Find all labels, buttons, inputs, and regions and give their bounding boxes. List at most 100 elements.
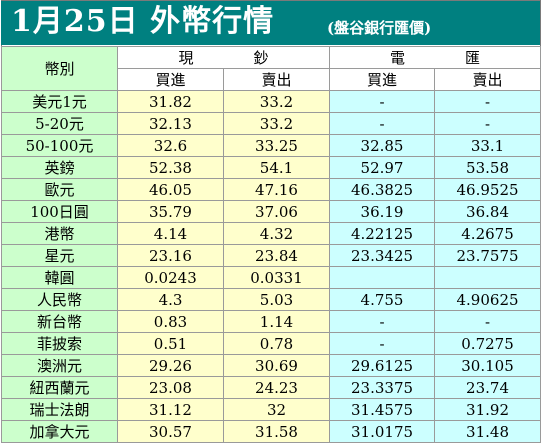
table-row: 100日圓 35.79 37.06 36.19 36.84 [1,200,542,223]
transfer-buy-value: 31.4575 [329,398,436,421]
cash-buy-value: 46.05 [117,178,224,201]
cash-sell-value: 37.06 [222,200,331,223]
cash-buy-value: 32.13 [117,112,224,135]
transfer-sell-value: 4.90625 [434,288,542,311]
transfer-group-header: 電匯 [329,46,542,69]
cash-buy-header: 買進 [117,68,224,91]
table-row: 人民幣 4.3 5.03 4.755 4.90625 [1,288,542,311]
table-row: 瑞士法朗 31.12 32 31.4575 31.92 [1,398,542,421]
cash-sell-value: 0.78 [222,332,331,355]
cash-sell-value: 33.2 [222,112,331,135]
cash-sell-value: 5.03 [222,288,331,311]
cash-buy-value: 4.14 [117,222,224,245]
currency-name: 人民幣 [1,288,118,311]
currency-name: 新台幣 [1,310,118,333]
transfer-buy-value: 29.6125 [329,354,436,377]
transfer-sell-value: 23.74 [434,376,542,399]
table-row: 澳洲元 29.26 30.69 29.6125 30.105 [1,354,542,377]
cash-buy-value: 31.12 [117,398,224,421]
page-subtitle: (盤谷銀行匯價) [327,19,432,37]
cash-sell-value: 47.16 [222,178,331,201]
cash-buy-value: 32.6 [117,134,224,157]
cash-sell-value: 23.84 [222,244,331,267]
exchange-rate-table: 幣別 現鈔 電匯 買進 賣出 買進 賣出 美元1元 31.82 33.2- -5-20… [1,46,542,443]
transfer-sell-value: 33.1 [434,134,542,157]
transfer-buy-value: 4.755 [329,288,436,311]
transfer-buy-value [329,266,436,289]
cash-buy-value: 29.26 [117,354,224,377]
table-row: 50-100元 32.6 33.25 32.85 33.1 [1,134,542,157]
currency-name: 星元 [1,244,118,267]
cash-sell-value: 30.69 [222,354,331,377]
transfer-buy-value: 23.3375 [329,376,436,399]
cash-sell-value: 33.25 [222,134,331,157]
cash-buy-value: 23.16 [117,244,224,267]
transfer-sell-value [434,266,542,289]
transfer-sell-value: 53.58 [434,156,542,179]
cash-sell-value: 24.23 [222,376,331,399]
table-row: 加拿大元 30.57 31.58 31.0175 31.48 [1,420,542,443]
transfer-buy-value: 31.0175 [329,420,436,443]
header-row-groups: 幣別 現鈔 電匯 [1,46,542,91]
table-row: 5-20元 32.13 33.2- - [1,112,542,135]
currency-name: 100日圓 [1,200,118,223]
currency-name: 50-100元 [1,134,118,157]
cash-sell-value: 54.1 [222,156,331,179]
transfer-buy-header: 買進 [329,68,436,91]
cash-buy-value: 30.57 [117,420,224,443]
currency-name: 加拿大元 [1,420,118,443]
transfer-sell-value: 31.48 [434,420,542,443]
transfer-sell-value: 0.7275 [434,332,542,355]
transfer-sell-value: 4.2675 [434,222,542,245]
cash-sell-value: 0.0331 [222,266,331,289]
currency-column-header: 幣別 [1,46,118,91]
transfer-buy-value: 32.85 [329,134,436,157]
currency-name: 紐西蘭元 [1,376,118,399]
table-row: 港幣 4.14 4.32 4.22125 4.2675 [1,222,542,245]
table-row: 新台幣 0.83 1.14- - [1,310,542,333]
cash-sell-value: 32 [222,398,331,421]
cash-buy-value: 35.79 [117,200,224,223]
transfer-buy-value: 46.3825 [329,178,436,201]
currency-name: 港幣 [1,222,118,245]
cash-group-header: 現鈔 [116,46,331,69]
currency-name: 英鎊 [1,156,118,179]
transfer-sell-header: 賣出 [434,68,542,91]
cash-buy-value: 0.83 [117,310,224,333]
transfer-buy-value: 4.22125 [329,222,436,245]
transfer-buy-value: - [329,90,436,113]
transfer-buy-value: 36.19 [329,200,436,223]
table-row: 星元 23.16 23.84 23.3425 23.7575 [1,244,542,267]
transfer-sell-value: 46.9525 [434,178,542,201]
cash-sell-value: 1.14 [222,310,331,333]
cash-buy-value: 31.82 [117,90,224,113]
cash-sell-value: 33.2 [222,90,331,113]
cash-buy-value: 0.0243 [117,266,224,289]
transfer-buy-value: 52.97 [329,156,436,179]
table-row: 韓圓 0.0243 0.0331 [1,266,542,289]
transfer-buy-value: 23.3425 [329,244,436,267]
currency-name: 歐元 [1,178,118,201]
currency-name: 韓圓 [1,266,118,289]
table-row: 英鎊 52.38 54.1 52.97 53.58 [1,156,542,179]
transfer-sell-value: - [434,90,542,113]
cash-buy-value: 23.08 [117,376,224,399]
currency-name: 美元1元 [1,90,118,113]
table-row: 美元1元 31.82 33.2- - [1,90,542,113]
cash-sell-value: 4.32 [222,222,331,245]
currency-name: 澳洲元 [1,354,118,377]
transfer-sell-value: 30.105 [434,354,542,377]
cash-buy-value: 0.51 [117,332,224,355]
title-bar: 1月25日 外幣行情 (盤谷銀行匯價) [1,1,540,45]
transfer-sell-value: 36.84 [434,200,542,223]
table-row: 紐西蘭元 23.08 24.23 23.3375 23.74 [1,376,542,399]
cash-buy-value: 52.38 [117,156,224,179]
transfer-buy-value: - [329,310,436,333]
transfer-sell-value: 31.92 [434,398,542,421]
cash-sell-value: 31.58 [222,420,331,443]
currency-name: 5-20元 [1,112,118,135]
transfer-buy-value: - [329,332,436,355]
table-row: 菲披索 0.51 0.78-0.7275 [1,332,542,355]
page-title: 1月25日 外幣行情 [11,4,275,39]
cash-buy-value: 4.3 [117,288,224,311]
